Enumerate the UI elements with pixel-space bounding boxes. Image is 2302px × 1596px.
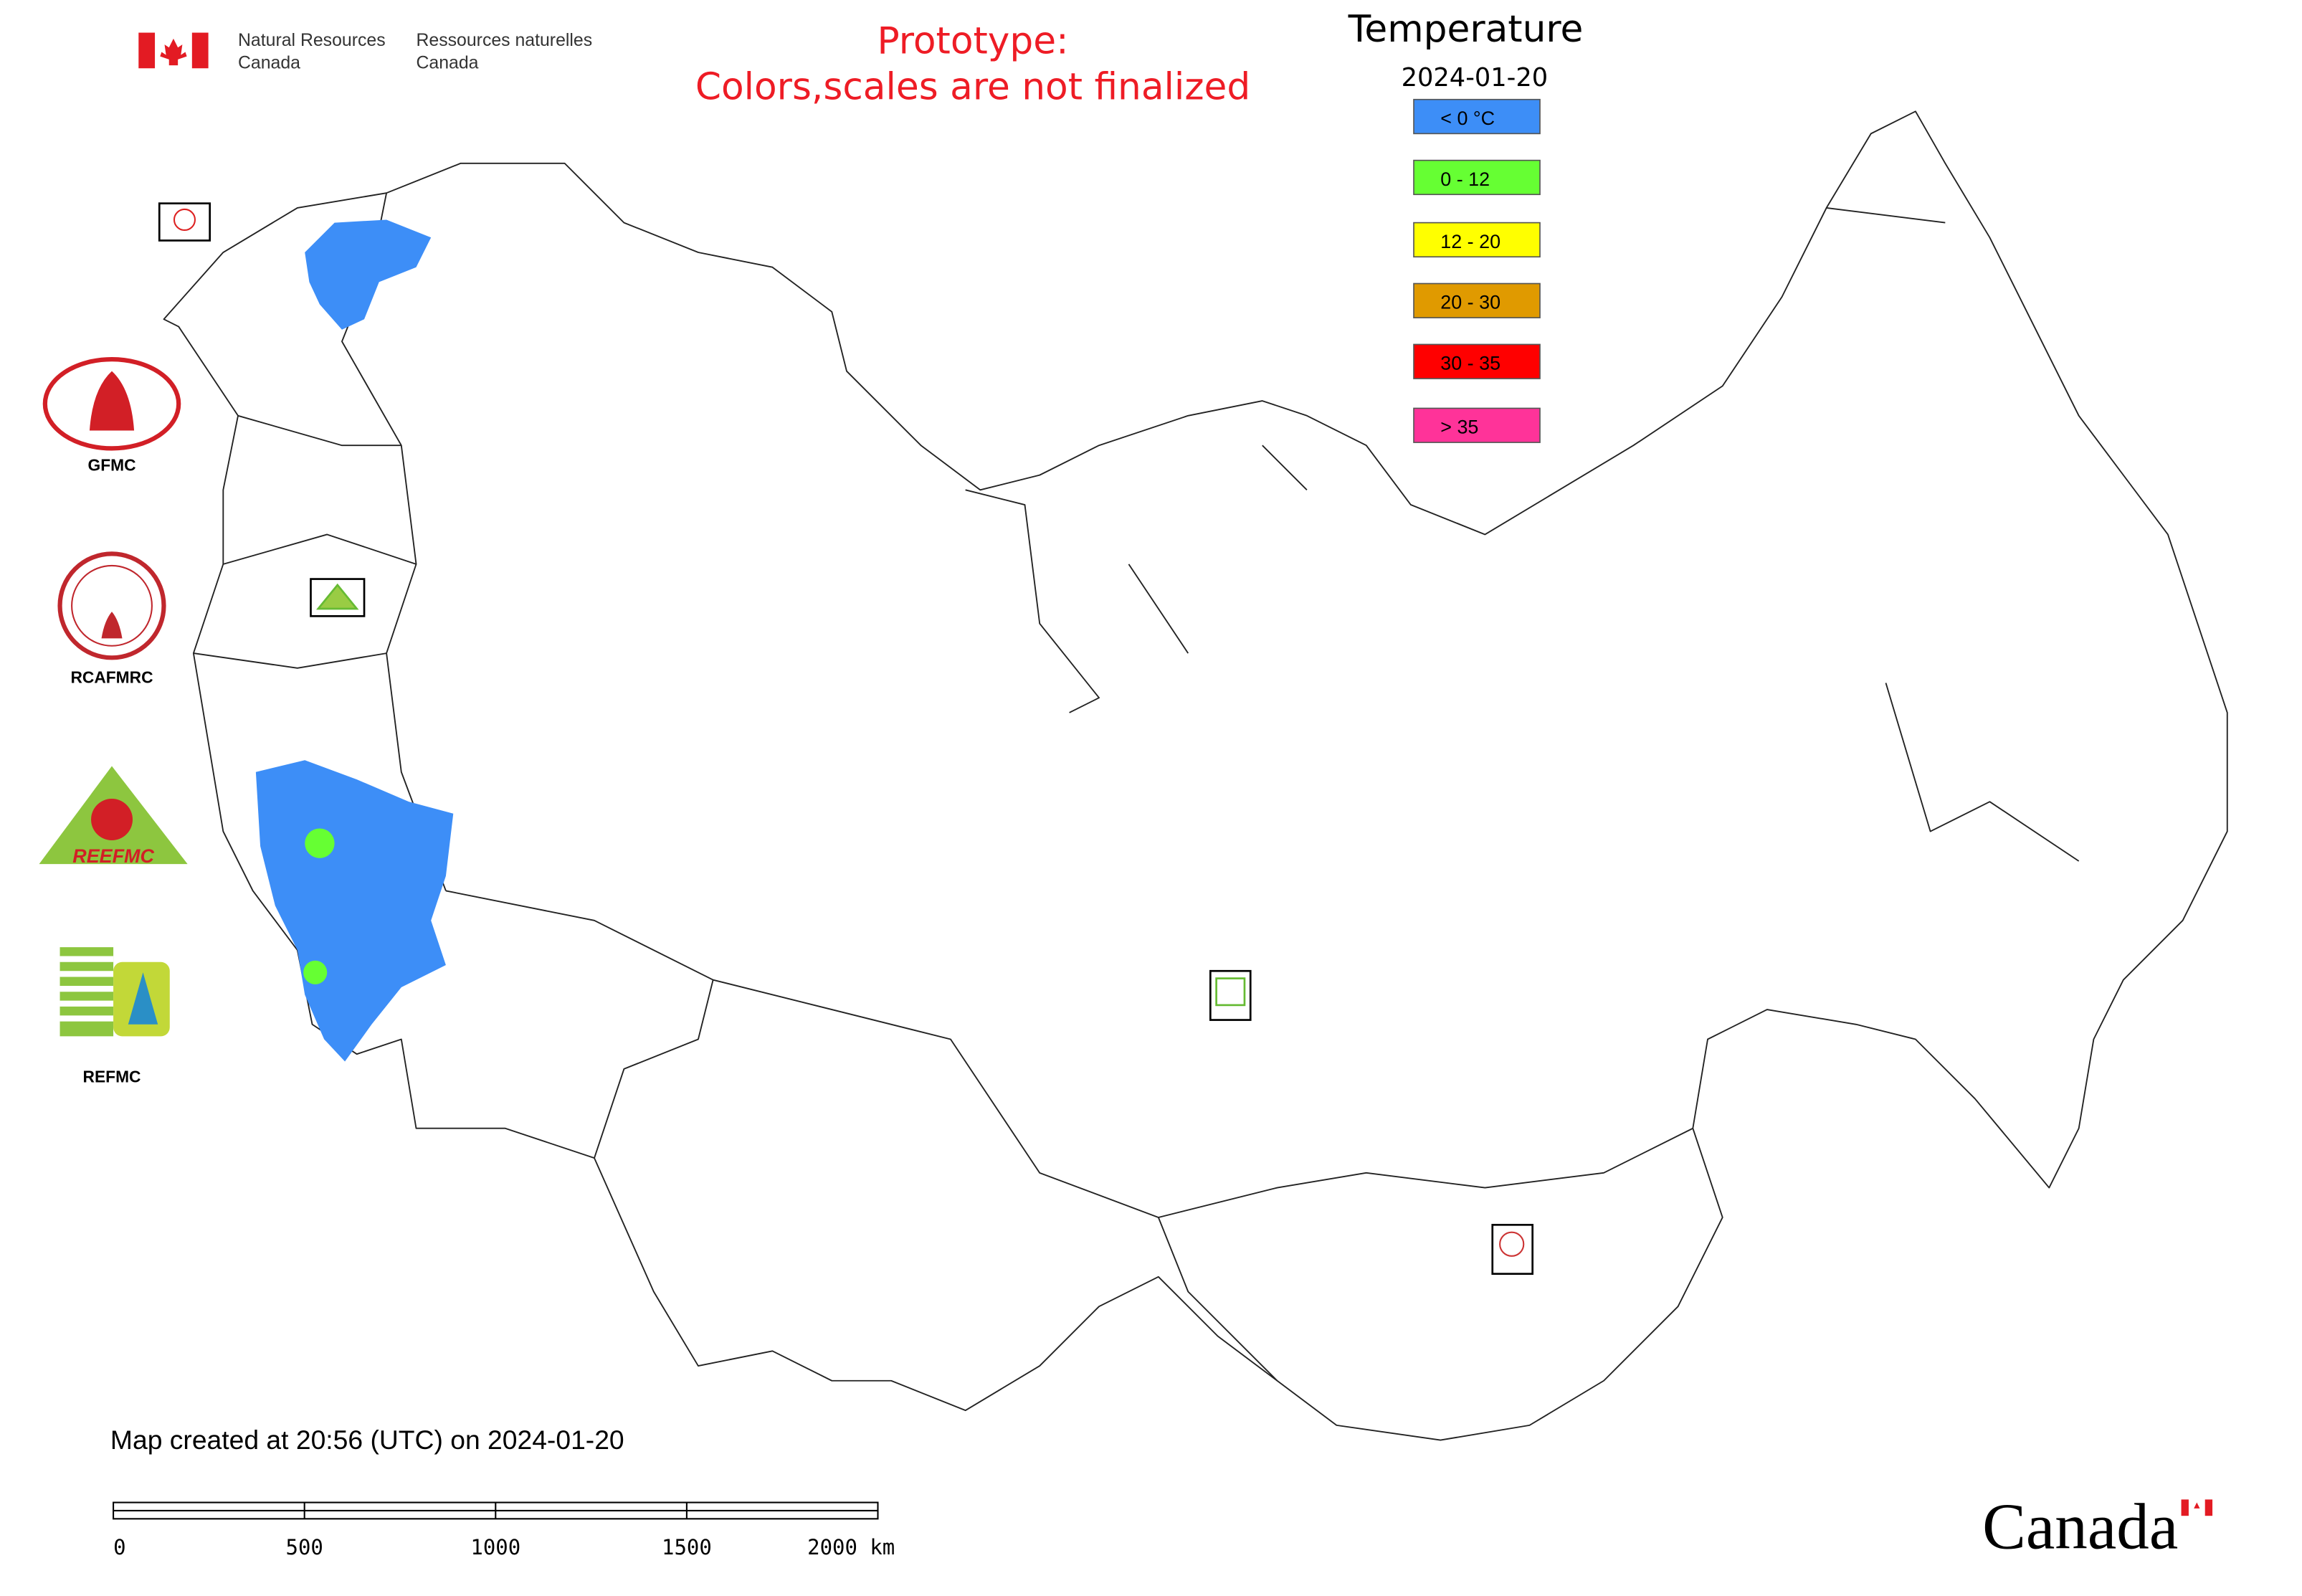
border-line [193,414,714,1159]
legend-swatch [1413,159,1541,196]
map [158,110,2228,1441]
department-en-1: Natural Resources [238,31,386,50]
cold-region [255,760,454,1062]
legend-swatch [1413,343,1541,379]
gc-signature: Natural Resources Canada Ressources natu… [138,31,592,72]
border-line [1157,1217,1278,1382]
scale-bar: 0 500 1000 1500 2000 km [113,1501,895,1559]
scale-label: 1500 [662,1535,712,1559]
notice-line-1: Prototype: [877,20,1068,63]
legend-label: 0 - 12 [1440,168,1490,190]
land-outline [163,110,2228,1441]
wordmark: Canada [1982,1491,2178,1563]
legend-swatch [1413,282,1541,318]
warm-spot [303,960,328,984]
warm-spot [305,828,335,858]
scale-label: 500 [286,1535,323,1559]
legend-label: 12 - 20 [1440,231,1500,252]
border-line [1826,206,2080,862]
logo-label: GFMC [87,455,135,474]
notice-line-2: Colors,scales are not finalized [695,66,1250,109]
scale-label: 1000 [470,1535,520,1559]
border-line [445,890,1693,1218]
cold-region [305,219,432,330]
legend-label: > 35 [1440,417,1478,438]
legend-date: 2024-01-20 [1402,63,1549,92]
department-fr-2: Canada [417,53,479,72]
scale-label: 2000 km [807,1535,895,1559]
logos: GFMC RCAFMRC REEFMC REFMC [39,357,188,1086]
legend-swatch [1413,222,1541,258]
legend-label: 30 - 35 [1440,353,1500,374]
border-line [965,445,1308,713]
logo-label: REFMC [83,1068,141,1086]
map-icons [158,202,1534,1276]
wordmark-flag [2181,1499,2213,1516]
legend-label: < 0 °C [1440,108,1495,129]
legend-label: 20 - 30 [1440,292,1500,313]
department-en-2: Canada [238,53,300,72]
legend-swatch [1413,407,1541,443]
legend-swatch [1413,98,1541,135]
scale-label: 0 [113,1535,125,1559]
legend: < 0 °C 0 - 12 12 - 20 20 - 30 30 - 35 > 35 [1413,98,1541,443]
logo-label: RCAFMRC [70,668,153,687]
map-created: Map created at 20:56 (UTC) on 2024-01-20 [110,1425,624,1455]
logo-text: REEFMC [72,845,154,867]
legend-title: Temperature [1348,8,1584,51]
department-fr-1: Ressources naturelles [417,31,593,50]
